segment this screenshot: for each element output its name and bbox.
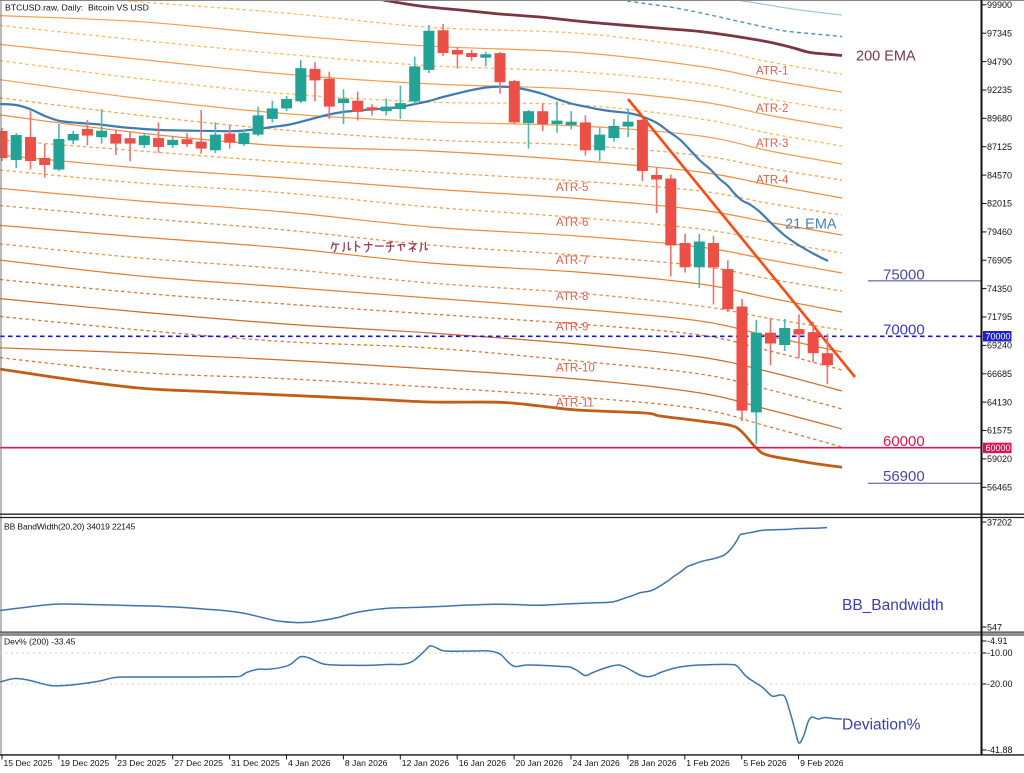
svg-text:ATR-11: ATR-11 [556,398,594,410]
svg-text:ATR-2: ATR-2 [756,103,788,115]
svg-text:92235: 92235 [987,85,1012,95]
svg-text:5 Feb 2026: 5 Feb 2026 [743,758,787,768]
svg-text:ATR-8: ATR-8 [556,291,588,303]
svg-text:12 Jan 2026: 12 Jan 2026 [402,758,450,768]
svg-text:547: 547 [987,623,1002,633]
svg-text:BB_Bandwidth: BB_Bandwidth [842,597,944,614]
svg-text:ATR-1: ATR-1 [756,66,788,78]
svg-text:27 Dec 2025: 27 Dec 2025 [174,758,223,768]
svg-text:ATR-3: ATR-3 [756,138,788,150]
svg-text:94790: 94790 [987,57,1012,67]
svg-text:8 Jan 2026: 8 Jan 2026 [345,758,388,768]
svg-text:16 Jan 2026: 16 Jan 2026 [459,758,507,768]
svg-text:82015: 82015 [987,199,1012,209]
svg-text:79460: 79460 [987,227,1012,237]
svg-text:-10.00: -10.00 [987,648,1013,658]
svg-text:ATR-9: ATR-9 [556,322,588,334]
svg-text:1 Feb 2026: 1 Feb 2026 [686,758,730,768]
svg-text:-20.00: -20.00 [987,679,1013,689]
svg-text:74350: 74350 [987,284,1012,294]
svg-text:-4.91: -4.91 [987,636,1008,646]
svg-text:-41.88: -41.88 [987,745,1013,755]
svg-text:200 EMA: 200 EMA [856,49,916,65]
svg-text:ATR-7: ATR-7 [556,255,588,267]
svg-text:28 Jan 2026: 28 Jan 2026 [629,758,677,768]
svg-text:70000: 70000 [883,322,925,339]
svg-text:61575: 61575 [987,426,1012,436]
svg-text:76905: 76905 [987,255,1012,265]
svg-text:20 Jan 2026: 20 Jan 2026 [516,758,564,768]
svg-text:Deviation%: Deviation% [842,717,921,734]
svg-text:21 EMA: 21 EMA [785,217,837,233]
svg-text:70000: 70000 [986,332,1011,342]
svg-text:19 Dec 2025: 19 Dec 2025 [60,758,109,768]
svg-text:ATR-6: ATR-6 [556,217,588,229]
svg-text:56900: 56900 [883,468,925,485]
svg-text:64130: 64130 [987,397,1012,407]
svg-text:69240: 69240 [987,341,1012,351]
svg-text:BTCUSD.raw, Daily: Bitcoin VS: BTCUSD.raw, Daily: Bitcoin VS USD [5,3,149,13]
svg-text:71795: 71795 [987,312,1012,322]
svg-text:56465: 56465 [987,483,1012,493]
svg-text:Dev% (200) -33.45: Dev% (200) -33.45 [4,637,76,647]
svg-text:99900: 99900 [987,0,1012,10]
svg-text:66685: 66685 [987,369,1012,379]
svg-text:24 Jan 2026: 24 Jan 2026 [573,758,621,768]
svg-text:ATR-5: ATR-5 [556,182,588,194]
svg-text:59020: 59020 [987,454,1012,464]
svg-text:60000: 60000 [986,443,1011,453]
svg-text:BB BandWidth(20,20) 34019 2214: BB BandWidth(20,20) 34019 22145 [4,522,135,532]
svg-text:ATR-10: ATR-10 [556,363,595,375]
svg-text:97345: 97345 [987,28,1012,38]
svg-text:4 Jan 2026: 4 Jan 2026 [288,758,331,768]
svg-text:15 Dec 2025: 15 Dec 2025 [4,758,53,768]
svg-text:84570: 84570 [987,170,1012,180]
svg-text:ATR-4: ATR-4 [756,175,789,187]
svg-text:87125: 87125 [987,142,1012,152]
svg-text:31 Dec 2025: 31 Dec 2025 [231,758,280,768]
svg-text:37202: 37202 [987,518,1012,528]
svg-text:75000: 75000 [883,267,925,284]
svg-text:89680: 89680 [987,114,1012,124]
svg-text:9 Feb 2026: 9 Feb 2026 [800,758,844,768]
svg-text:60000: 60000 [883,433,925,450]
svg-text:23 Dec 2025: 23 Dec 2025 [117,758,166,768]
